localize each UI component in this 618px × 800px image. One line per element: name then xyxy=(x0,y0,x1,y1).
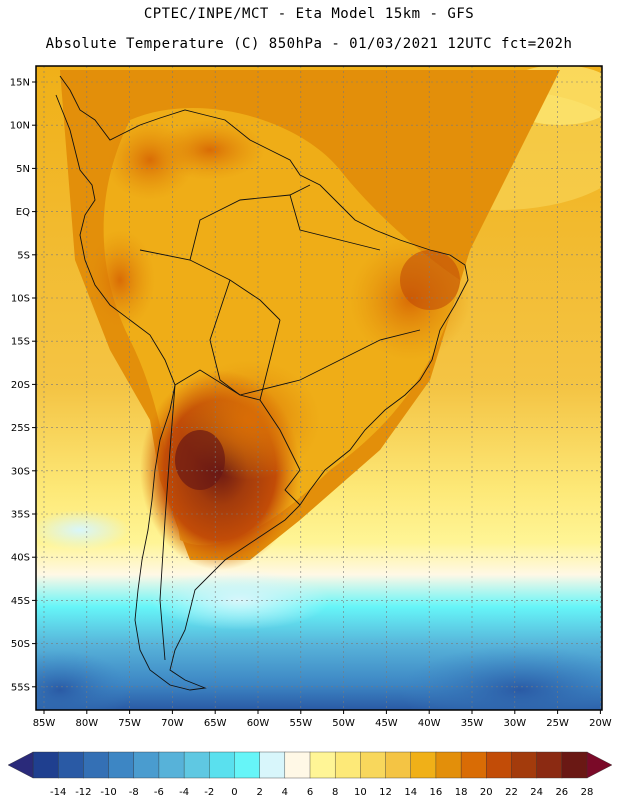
colorbar-label: 22 xyxy=(505,787,518,798)
colorbar-swatch xyxy=(284,751,311,779)
lon-label: 30W xyxy=(503,718,526,729)
colorbar-label: 28 xyxy=(581,787,594,798)
colorbar-swatch xyxy=(360,751,387,779)
lon-label: 75W xyxy=(118,718,141,729)
colorbar-label: -14 xyxy=(50,787,66,798)
lat-label: 5N xyxy=(16,164,30,175)
colorbar-label: 16 xyxy=(430,787,443,798)
colorbar-swatch xyxy=(234,751,261,779)
colorbar-label: -12 xyxy=(75,787,91,798)
colorbar-swatch xyxy=(209,751,235,779)
lon-label: 60W xyxy=(247,718,270,729)
colorbar-label: 20 xyxy=(480,787,493,798)
colorbar-swatch xyxy=(158,751,185,779)
colorbar-label: 2 xyxy=(256,787,262,798)
colorbar-swatch xyxy=(561,751,588,779)
colorbar-label: 18 xyxy=(455,787,468,798)
lon-label: 45W xyxy=(375,718,398,729)
lat-lon-grid xyxy=(36,66,602,710)
colorbar-label: 0 xyxy=(231,787,237,798)
longitude-labels: 85W 80W 75W 70W 65W 60W 55W 50W 45W 40W 35W 30W 25W 2… xyxy=(33,710,612,729)
colorbar-swatch xyxy=(511,751,538,779)
colorbar-swatch xyxy=(385,751,412,779)
lon-label: 85W xyxy=(33,718,56,729)
colorbar-swatch xyxy=(83,751,110,779)
lon-label: 80W xyxy=(75,718,98,729)
colorbar-label: 14 xyxy=(404,787,417,798)
colorbar-label: 4 xyxy=(282,787,288,798)
lat-label: 15N xyxy=(10,78,30,89)
coastlines xyxy=(55,75,469,691)
colorbar-label: -8 xyxy=(129,787,139,798)
colorbar-swatch xyxy=(334,751,361,779)
colorbar-swatch xyxy=(410,751,437,779)
colorbar-swatch xyxy=(309,751,336,779)
lat-label: EQ xyxy=(16,207,30,218)
lon-label: 40W xyxy=(418,718,441,729)
colorbar-right-arrow xyxy=(586,751,613,779)
field-layer xyxy=(36,66,602,710)
lon-label: 50W xyxy=(332,718,355,729)
colorbar-label: 12 xyxy=(379,787,392,798)
lon-label: 25W xyxy=(546,718,569,729)
lat-label: 15S xyxy=(11,337,30,348)
colorbar-swatch xyxy=(57,751,84,779)
colorbar-label: -4 xyxy=(179,787,189,798)
lon-label: 20W xyxy=(589,718,612,729)
colorbar-label: 26 xyxy=(555,787,568,798)
lat-label: 45S xyxy=(11,596,30,607)
colorbar-swatch xyxy=(536,751,563,779)
lon-label: 70W xyxy=(161,718,184,729)
title-line-1: CPTEC/INPE/MCT - Eta Model 15km - GFS xyxy=(143,6,475,22)
latitude-labels: 15N 10N 5N EQ 5S 10S 15S 20S 25S 30S 35S 40S 45S 50S 5… xyxy=(10,78,36,693)
lat-label: 10S xyxy=(11,294,30,305)
colorbar-label: -10 xyxy=(100,787,116,798)
colorbar-labels: -14 -12 -10 -8 -6 -4 -2 0 2 4 6 8 10 12 14 16 18 20 22 24 26… xyxy=(50,787,593,798)
colorbar-label: 8 xyxy=(332,787,338,798)
lon-label: 55W xyxy=(289,718,312,729)
colorbar-swatch xyxy=(133,751,160,779)
lat-label: 25S xyxy=(11,423,30,434)
colorbar-swatch xyxy=(435,751,462,779)
colorbar-left-arrow xyxy=(7,751,34,779)
colorbar-label: -6 xyxy=(154,787,164,798)
colorbar-label: 6 xyxy=(307,787,313,798)
colorbar-label: 24 xyxy=(530,787,543,798)
lat-label: 40S xyxy=(11,553,30,564)
lat-label: 5S xyxy=(17,250,30,261)
lat-label: 20S xyxy=(11,380,30,391)
colorbar-label: 10 xyxy=(354,787,367,798)
colorbar-swatch xyxy=(460,751,487,779)
lat-label: 50S xyxy=(11,639,30,650)
lat-label: 35S xyxy=(11,510,30,521)
map-frame xyxy=(35,65,603,711)
title-line-2: Absolute Temperature (C) 850hPa - 01/03/… xyxy=(45,36,573,52)
lat-label: 10N xyxy=(10,121,30,132)
lat-label: 55S xyxy=(11,682,30,693)
colorbar xyxy=(7,751,613,779)
colorbar-swatch xyxy=(259,751,286,779)
lat-label: 30S xyxy=(11,466,30,477)
lon-label: 35W xyxy=(461,718,484,729)
lon-label: 65W xyxy=(204,718,227,729)
colorbar-label: -2 xyxy=(204,787,214,798)
colorbar-swatch xyxy=(486,751,512,779)
colorbar-swatch xyxy=(183,751,210,779)
colorbar-swatch xyxy=(32,751,59,779)
colorbar-swatch xyxy=(108,751,135,779)
